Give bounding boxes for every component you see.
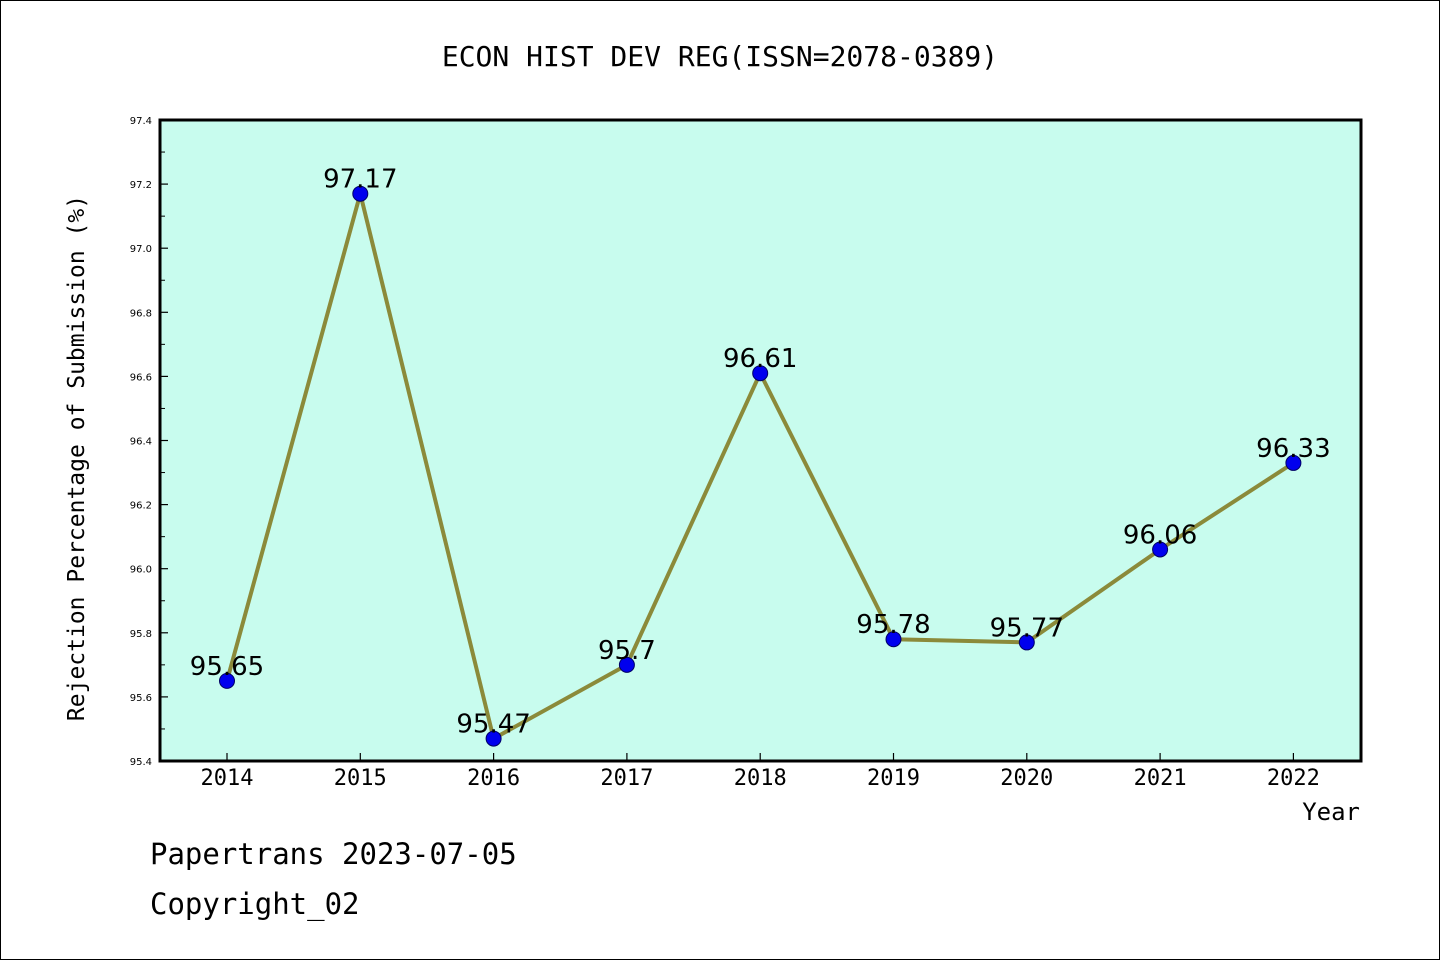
x-axis-label: Year <box>1302 798 1360 826</box>
data-label: 95.7 <box>598 636 656 666</box>
x-tick-label: 2016 <box>467 766 520 791</box>
x-tick-label: 2021 <box>1134 766 1187 791</box>
y-tick-label: 96.4 <box>130 437 152 448</box>
y-tick-label: 97.4 <box>130 116 152 127</box>
footer-copyright: Copyright_02 <box>150 887 360 922</box>
data-point-marker <box>618 656 635 673</box>
data-point-marker <box>485 730 502 747</box>
y-axis-ticks: 95.4 95.6 95.8 96.0 96.2 96.4 96.6 96.8 97.0 97.2… <box>130 116 168 768</box>
y-tick-label: 96.8 <box>130 308 152 319</box>
y-tick-label: 95.4 <box>130 757 152 768</box>
data-point-marker <box>219 672 235 689</box>
y-tick-label: 96.6 <box>130 372 152 383</box>
data-labels-layer: 95.65 97.17 95.47 95.7 96.61 95.78 95.77 96.06 9… <box>190 165 1331 740</box>
data-point-marker <box>1018 634 1035 651</box>
x-axis-ticks: 2014 2015 2016 2017 2018 2019 2020 2021 2022 <box>201 753 1320 791</box>
y-axis-label: Rejection Percentage of Submission (%) <box>64 195 90 721</box>
data-label: 95.65 <box>190 652 264 682</box>
data-label: 96.61 <box>723 344 797 374</box>
data-label: 96.06 <box>1123 520 1197 550</box>
data-label: 95.77 <box>990 613 1064 643</box>
y-tick-label: 96.2 <box>130 501 152 512</box>
plot-border <box>158 118 1363 763</box>
data-label: 97.17 <box>323 165 397 195</box>
data-point-marker <box>885 631 902 648</box>
data-point-marker <box>1285 454 1302 471</box>
x-tick-label: 2019 <box>867 766 920 791</box>
data-point-marker <box>752 365 769 382</box>
series-layer <box>219 185 1302 747</box>
x-tick-label: 2018 <box>734 766 787 791</box>
data-point-marker <box>352 185 369 202</box>
x-tick-label: 2015 <box>334 766 387 791</box>
y-tick-label: 96.0 <box>130 565 152 576</box>
y-tick-label: 97.0 <box>130 244 152 255</box>
x-tick-label: 2022 <box>1267 766 1320 791</box>
y-tick-label: 95.6 <box>130 693 152 704</box>
y-tick-label: 97.2 <box>130 180 152 191</box>
data-point-marker <box>1152 541 1169 558</box>
x-tick-label: 2017 <box>600 766 653 791</box>
data-label: 95.78 <box>856 610 930 640</box>
plot-area <box>160 120 1361 761</box>
data-label: 96.33 <box>1256 434 1330 464</box>
x-tick-label: 2014 <box>201 766 254 791</box>
data-label: 95.47 <box>456 710 530 740</box>
footer-date: Papertrans 2023-07-05 <box>150 837 517 871</box>
y-tick-label: 95.8 <box>130 629 152 640</box>
x-tick-label: 2020 <box>1000 766 1053 791</box>
chart-title: ECON HIST DEV REG(ISSN=2078-0389) <box>442 40 998 73</box>
